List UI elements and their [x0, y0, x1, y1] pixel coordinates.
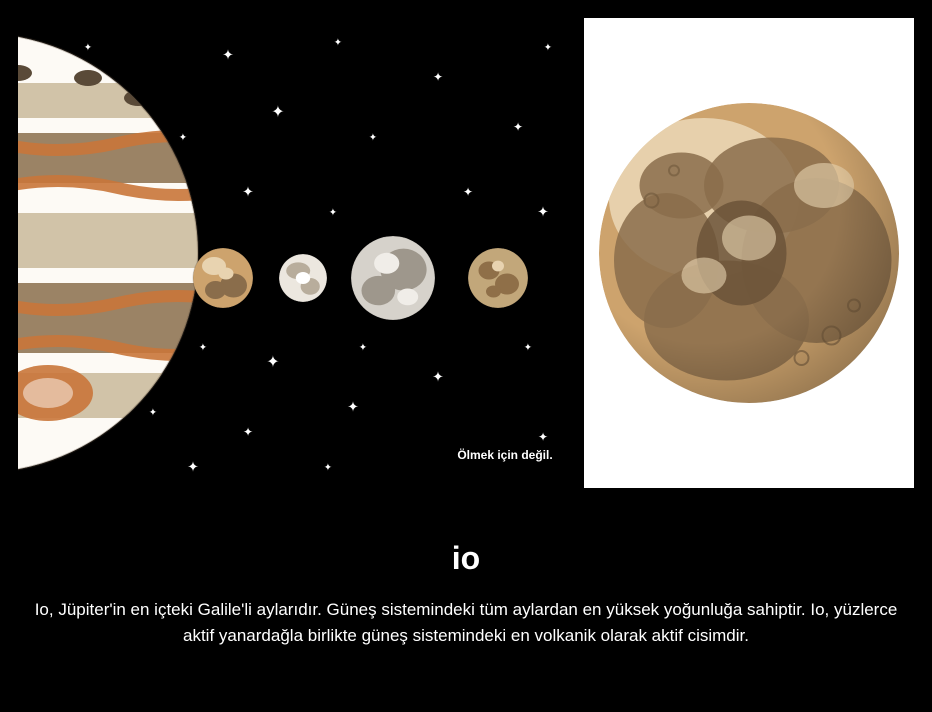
svg-text:✦: ✦ — [538, 430, 548, 444]
svg-text:✦: ✦ — [347, 399, 359, 415]
svg-text:✦: ✦ — [463, 185, 473, 199]
svg-text:✦: ✦ — [187, 459, 199, 475]
svg-text:✦: ✦ — [329, 208, 337, 219]
svg-text:✦: ✦ — [432, 369, 444, 385]
svg-text:✦: ✦ — [271, 104, 284, 121]
page-title: io — [0, 540, 932, 577]
svg-text:✦: ✦ — [359, 343, 367, 354]
description-text: Io, Jüpiter'in en içteki Galile'li aylar… — [31, 597, 901, 648]
svg-text:✦: ✦ — [179, 133, 187, 144]
svg-text:✦: ✦ — [242, 184, 254, 200]
io-card — [584, 18, 914, 488]
space-panel: ✦ ✦ ✦ ✦ ✦ ✦ ✦ ✦ ✦ ✦ ✦ ✦ ✦ ✦ ✦ ✦ ✦ ✦ ✦ ✦ ✦ ✦ ✦ ✦ — [18, 18, 568, 488]
svg-text:✦: ✦ — [243, 425, 253, 439]
io-large-illustration — [599, 103, 899, 403]
jupiter-moons-scene: ✦ ✦ ✦ ✦ ✦ ✦ ✦ ✦ ✦ ✦ ✦ ✦ ✦ ✦ ✦ ✦ ✦ ✦ ✦ ✦ ✦ ✦ ✦ ✦ — [18, 18, 568, 488]
svg-text:✦: ✦ — [199, 343, 207, 354]
svg-text:✦: ✦ — [544, 43, 552, 54]
svg-text:✦: ✦ — [222, 47, 234, 63]
svg-text:✦: ✦ — [266, 354, 279, 371]
svg-text:✦: ✦ — [149, 408, 157, 419]
svg-text:✦: ✦ — [334, 38, 342, 49]
svg-text:✦: ✦ — [433, 70, 443, 84]
svg-text:✦: ✦ — [524, 343, 532, 354]
svg-text:✦: ✦ — [537, 204, 549, 220]
svg-text:✦: ✦ — [324, 463, 332, 474]
svg-text:✦: ✦ — [84, 43, 92, 54]
caption-text: Ölmek için değil. — [445, 448, 565, 462]
top-area: ✦ ✦ ✦ ✦ ✦ ✦ ✦ ✦ ✦ ✦ ✦ ✦ ✦ ✦ ✦ ✦ ✦ ✦ ✦ ✦ ✦ ✦ ✦ ✦ Ölmek için deği… — [0, 0, 932, 520]
svg-text:✦: ✦ — [513, 120, 523, 134]
svg-text:✦: ✦ — [369, 133, 377, 144]
